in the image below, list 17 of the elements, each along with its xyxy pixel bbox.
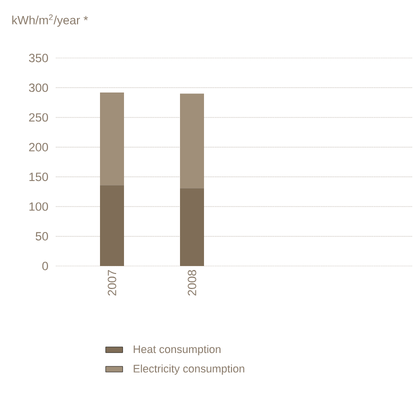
- y-axis-title: kWh/m$^{2}$/year *: [12, 14, 88, 27]
- bar: [100, 185, 124, 266]
- y-tick-label: 200: [29, 142, 48, 152]
- y-tick-label: 350: [28, 54, 48, 62]
- x-tick-label: 2008: [188, 270, 196, 296]
- y-tick-label: 300: [28, 83, 48, 92]
- legend-label: Electricity consumption: [134, 364, 244, 375]
- bar: [100, 92, 124, 186]
- bar: [180, 188, 204, 266]
- y-tick-label: 50: [36, 232, 48, 241]
- y-tick-label: 100: [29, 202, 48, 211]
- y-tick-label: 0: [42, 262, 48, 270]
- x-tick-label: 2007: [108, 270, 116, 296]
- legend-label: Heat consumption: [134, 345, 220, 356]
- y-tick-label: 250: [29, 113, 48, 122]
- bar: [180, 94, 204, 188]
- y-tick-label: 150: [29, 172, 48, 182]
